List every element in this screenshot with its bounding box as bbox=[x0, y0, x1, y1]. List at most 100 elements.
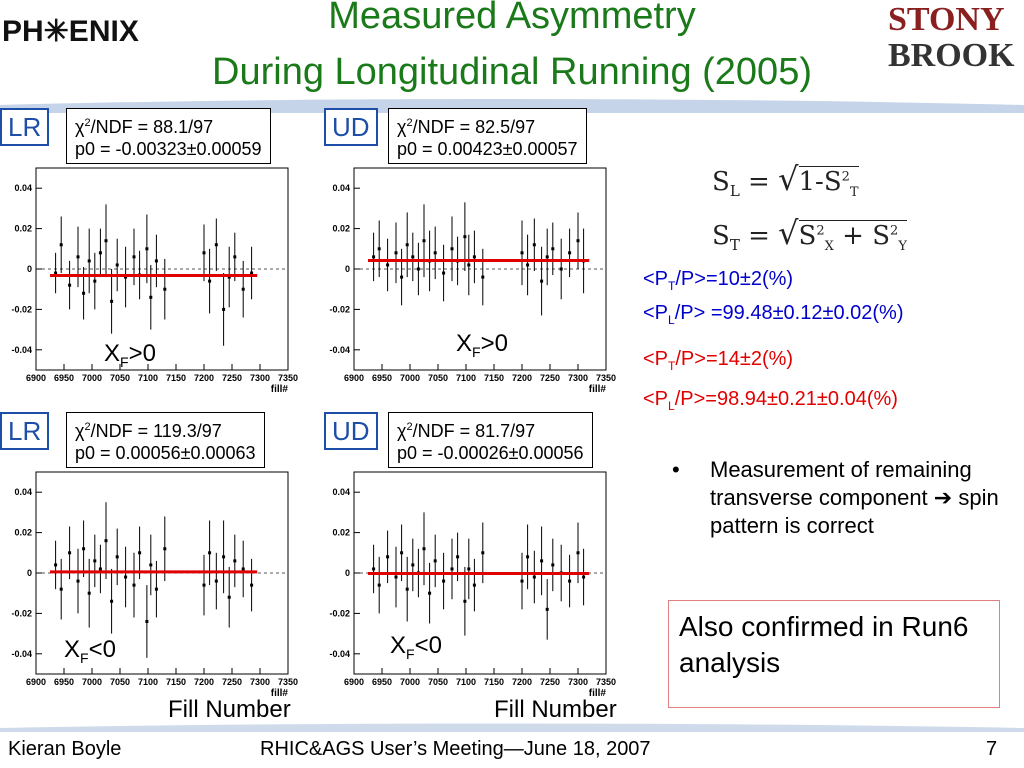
data-point bbox=[154, 587, 158, 591]
footer-page-number: 7 bbox=[986, 738, 998, 760]
plot-svg: 0.04 0.02 0 -0.02 -0.04 6900 6950 7000 7050 7100 7… bbox=[11, 167, 298, 395]
x-tick-label: 7250 bbox=[222, 677, 242, 687]
plot-panel-ud-xf-neg: 0.04 0.02 0 -0.02 -0.04 6900 6950 7000 7050 7100 7… bbox=[318, 412, 648, 702]
data-point bbox=[411, 563, 415, 567]
data-point bbox=[115, 555, 119, 559]
data-point bbox=[520, 579, 524, 583]
fit-p0: p0 = 0.00056±0.00063 bbox=[75, 443, 256, 463]
formula-st: ST = √S2X + S2Y bbox=[712, 214, 907, 255]
data-point bbox=[372, 255, 376, 259]
x-tick-label: 6900 bbox=[26, 677, 46, 687]
data-point bbox=[405, 587, 409, 591]
data-point bbox=[400, 275, 404, 279]
x-tick-label: 7150 bbox=[484, 373, 504, 383]
data-point bbox=[214, 243, 218, 247]
y-tick-label: -0.04 bbox=[11, 649, 32, 659]
data-point bbox=[222, 555, 226, 559]
data-point bbox=[568, 579, 572, 583]
polarization-pl-blue: <PL/P> =99.48±0.12±0.02(%) bbox=[643, 302, 904, 327]
x-tick-label: 7150 bbox=[166, 677, 186, 687]
data-point bbox=[545, 255, 549, 259]
x-tick-label: 6900 bbox=[344, 677, 364, 687]
x-tick-label: 7050 bbox=[110, 373, 130, 383]
data-point bbox=[568, 251, 572, 255]
data-point bbox=[59, 243, 63, 247]
arrow-icon: ➔ bbox=[933, 485, 953, 510]
data-point bbox=[93, 559, 97, 563]
data-point bbox=[467, 567, 471, 571]
data-point bbox=[576, 239, 580, 243]
data-point bbox=[526, 263, 530, 267]
xf-region-label: XF>0 bbox=[104, 340, 156, 370]
data-point bbox=[416, 267, 420, 271]
fit-result-box: χ2/NDF = 88.1/97 p0 = -0.00323±0.00059 bbox=[66, 108, 271, 164]
footer-author: Kieran Boyle bbox=[8, 738, 122, 760]
x-tick-label: 6900 bbox=[344, 373, 364, 383]
y-tick-label: 0 bbox=[27, 264, 32, 274]
data-point bbox=[110, 299, 114, 303]
data-point bbox=[540, 559, 544, 563]
data-point bbox=[372, 567, 376, 571]
x-tick-label: 7150 bbox=[484, 677, 504, 687]
x-tick-label: 7200 bbox=[512, 677, 532, 687]
x-tick-label: 7250 bbox=[540, 373, 560, 383]
data-point bbox=[386, 555, 390, 559]
x-tick-label: 6950 bbox=[372, 677, 392, 687]
data-point bbox=[54, 563, 58, 567]
data-point bbox=[467, 263, 471, 267]
x-tick-label: 7050 bbox=[110, 677, 130, 687]
data-point bbox=[551, 563, 555, 567]
data-point bbox=[442, 271, 446, 275]
x-tick-label: 7050 bbox=[428, 373, 448, 383]
fit-result-box: χ2/NDF = 82.5/97 p0 = 0.00423±0.00057 bbox=[388, 108, 587, 164]
fit-chi2: χ2/NDF = 82.5/97 bbox=[397, 117, 536, 137]
data-point bbox=[208, 279, 212, 283]
fill-number-label-left: Fill Number bbox=[168, 696, 291, 723]
x-tick-label: 7000 bbox=[82, 373, 102, 383]
y-tick-label: 0.02 bbox=[332, 528, 350, 538]
data-point bbox=[227, 275, 231, 279]
data-point bbox=[551, 247, 555, 251]
data-point bbox=[202, 583, 206, 587]
title-line-2: During Longitudinal Running (2005) bbox=[212, 51, 812, 93]
data-point bbox=[110, 599, 114, 603]
x-tick-label: 7250 bbox=[222, 373, 242, 383]
fit-chi2: χ2/NDF = 88.1/97 bbox=[75, 117, 214, 137]
y-tick-label: -0.02 bbox=[11, 304, 32, 314]
x-tick-label: 6950 bbox=[54, 677, 74, 687]
fit-result-box: χ2/NDF = 81.7/97 p0 = -0.00026±0.00056 bbox=[388, 412, 593, 468]
data-point bbox=[400, 551, 404, 555]
data-point bbox=[463, 235, 467, 239]
data-point bbox=[154, 259, 158, 263]
data-point bbox=[250, 271, 254, 275]
x-axis-label: fill# bbox=[271, 688, 289, 699]
plot-panel-lr-xf-pos: 0.04 0.02 0 -0.02 -0.04 6900 6950 7000 7050 7100 7… bbox=[0, 108, 330, 398]
y-tick-label: 0 bbox=[345, 568, 350, 578]
x-tick-label: 7000 bbox=[400, 373, 420, 383]
data-point bbox=[132, 255, 136, 259]
data-point bbox=[540, 279, 544, 283]
asymmetry-tag: LR bbox=[0, 412, 50, 450]
y-tick-label: -0.02 bbox=[329, 608, 350, 618]
data-point bbox=[377, 247, 381, 251]
x-tick-label: 7350 bbox=[278, 373, 298, 383]
polarization-pt-red: <PT/P>=14±2(%) bbox=[643, 348, 794, 373]
x-tick-label: 7000 bbox=[400, 677, 420, 687]
data-point bbox=[520, 251, 524, 255]
data-point bbox=[433, 251, 437, 255]
y-tick-label: 0.04 bbox=[332, 183, 350, 193]
footer-meeting: RHIC&AGS User’s Meeting—June 18, 2007 bbox=[260, 738, 651, 760]
data-point bbox=[394, 251, 398, 255]
data-point bbox=[104, 539, 108, 543]
data-point bbox=[227, 595, 231, 599]
data-point bbox=[163, 287, 167, 291]
x-tick-label: 6900 bbox=[26, 373, 46, 383]
data-point bbox=[132, 583, 136, 587]
data-point bbox=[377, 583, 381, 587]
asymmetry-tag: UD bbox=[324, 108, 378, 146]
data-point bbox=[450, 567, 454, 571]
data-point bbox=[472, 255, 476, 259]
stony-brook-line-1: STONY bbox=[888, 1, 1005, 38]
fill-number-label-right: Fill Number bbox=[494, 696, 617, 723]
data-point bbox=[87, 591, 91, 595]
